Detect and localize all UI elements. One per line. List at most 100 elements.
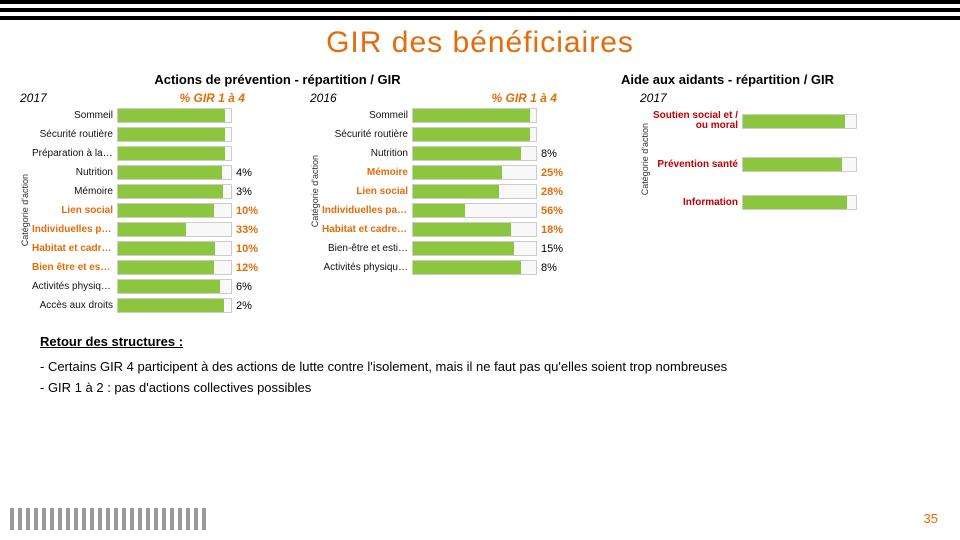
pct-value: 3%: [232, 186, 266, 198]
charts-container: 2017 % GIR 1 à 4 Catégorie d'action Sommeil…: [0, 87, 960, 314]
axis-label: Catégorie d'action: [20, 174, 30, 246]
bar-fill: [413, 166, 502, 179]
page-number: 35: [924, 511, 938, 526]
pct-header: % GIR 1 à 4: [180, 91, 245, 105]
chart-row: Mémoire 25%: [322, 164, 571, 181]
pct-value: 12%: [232, 262, 266, 274]
year-label: 2016: [310, 91, 492, 105]
chart-row: Mémoire 3%: [32, 183, 266, 200]
bar-fill: [413, 261, 521, 274]
page-title: GIR des bénéficiaires: [0, 26, 960, 60]
category-label: Individuelles par …: [32, 224, 117, 235]
subtitles-row: Actions de prévention - répartition / GI…: [0, 72, 960, 87]
chart-row: Individuelles par … 56%: [322, 202, 571, 219]
chart-row: Préparation à la r…: [32, 145, 266, 162]
category-label: Nutrition: [322, 148, 412, 159]
category-label: Lien social: [322, 186, 412, 197]
bar-track: [412, 203, 537, 218]
retour-item: - GIR 1 à 2 : pas d'actions collectives …: [40, 380, 920, 395]
chart-row: [652, 175, 857, 192]
category-label: Mémoire: [32, 186, 117, 197]
retour-title: Retour des structures :: [40, 334, 920, 349]
category-label: Activités physiqu…: [322, 262, 412, 273]
chart-row: Accès aux droits 2%: [32, 297, 266, 314]
bar-track: [117, 203, 232, 218]
year-label: 2017: [640, 91, 805, 105]
bar-fill: [118, 204, 214, 217]
bar-fill: [743, 115, 845, 128]
pct-header: % GIR 1 à 4: [492, 91, 557, 105]
bar-track: [117, 222, 232, 237]
axis-label: Catégorie d'action: [640, 123, 650, 195]
bar-track: [117, 165, 232, 180]
category-label: Habitat et cadre d…: [32, 243, 117, 254]
chart-row: Habitat et cadre d… 10%: [32, 240, 266, 257]
pct-value: 10%: [232, 205, 266, 217]
chart-row: Bien être et esti… 12%: [32, 259, 266, 276]
bar-fill: [743, 158, 842, 171]
bar-track: [117, 146, 232, 161]
pct-value: 25%: [537, 167, 571, 179]
bar-track: [412, 108, 537, 123]
bar-track: [117, 298, 232, 313]
category-label: Sommeil: [32, 110, 117, 121]
retour-item: - Certains GIR 4 participent à des actio…: [40, 359, 920, 374]
footer-stripes-decor: [10, 508, 210, 530]
panel-2017-aidants: 2017 Catégorie d'actionSoutien social et …: [640, 87, 940, 211]
bar-track: [412, 127, 537, 142]
category-label: Lien social: [32, 205, 117, 216]
pct-value: 6%: [232, 281, 266, 293]
pct-value: 10%: [232, 243, 266, 255]
pct-value: 18%: [537, 224, 571, 236]
category-label: Prévention santé: [652, 159, 742, 170]
chart-row: Prévention santé: [652, 156, 857, 173]
panel-2016-prevention: 2016% GIR 1 à 4 Catégorie d'action Sommeil…: [310, 87, 640, 276]
bar-track: [412, 184, 537, 199]
retour-section: Retour des structures : - Certains GIR 4…: [0, 314, 960, 395]
bar-fill: [118, 185, 223, 198]
bar-fill: [118, 128, 225, 141]
pct-value: 8%: [537, 262, 571, 274]
axis-label: Catégorie d'action: [310, 155, 320, 227]
bar-fill: [413, 147, 521, 160]
chart-row: Bien-être et esti…15%: [322, 240, 571, 257]
category-label: Sécurité routière: [32, 129, 117, 140]
chart-row: Sécurité routière: [32, 126, 266, 143]
category-label: Habitat et cadre d…: [322, 224, 412, 235]
category-label: Information: [652, 197, 742, 208]
bar-fill: [118, 166, 222, 179]
bar-track: [742, 195, 857, 210]
bar-fill: [118, 109, 225, 122]
chart-row: Lien social 10%: [32, 202, 266, 219]
chart-row: Sommeil: [322, 107, 571, 124]
bar-fill: [118, 147, 225, 160]
panel-2017-prevention: 2017% GIR 1 à 4Catégorie d'actionSommeil…: [20, 87, 310, 314]
chart-row: Nutrition4%: [32, 164, 266, 181]
bar-fill: [413, 109, 530, 122]
bar-track: [412, 165, 537, 180]
bar-track: [117, 260, 232, 275]
bar-fill: [413, 204, 465, 217]
category-label: Soutien social et / ou moral: [652, 111, 742, 131]
category-label: Activités physiqu…: [32, 281, 117, 292]
pct-value: 15%: [537, 243, 571, 255]
bar-track: [117, 279, 232, 294]
bar-fill: [118, 223, 186, 236]
subtitle-right: Aide aux aidants - répartition / GIR: [525, 72, 930, 87]
category-label: Mémoire: [322, 167, 412, 178]
category-label: Accès aux droits: [32, 300, 117, 311]
bar-track: [117, 241, 232, 256]
chart-row: Information: [652, 194, 857, 211]
bar-fill: [743, 196, 847, 209]
chart-row: Sommeil: [32, 107, 266, 124]
pct-value: 56%: [537, 205, 571, 217]
bar-track: [412, 222, 537, 237]
pct-value: 2%: [232, 300, 266, 312]
subtitle-left: Actions de prévention - répartition / GI…: [30, 72, 525, 87]
chart-row: Activités physiqu… 6%: [32, 278, 266, 295]
bar-fill: [413, 242, 514, 255]
category-label: Individuelles par …: [322, 205, 412, 216]
chart-row: Soutien social et / ou moral: [652, 107, 857, 135]
category-label: Bien être et esti…: [32, 262, 117, 273]
pct-value: 4%: [232, 167, 266, 179]
